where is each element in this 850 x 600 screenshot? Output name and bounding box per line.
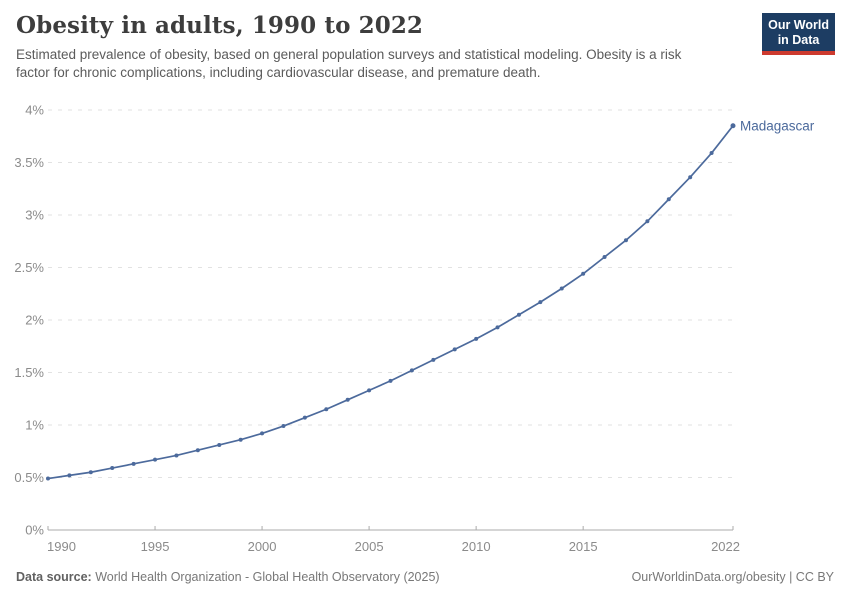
- owid-logo-line-1: Our World: [768, 18, 829, 32]
- data-point[interactable]: [495, 325, 500, 330]
- data-point[interactable]: [409, 368, 414, 373]
- data-point[interactable]: [688, 175, 693, 180]
- data-source-text: World Health Organization - Global Healt…: [91, 570, 440, 584]
- y-tick-label: 4%: [25, 103, 44, 118]
- owid-logo-line-2: in Data: [777, 33, 820, 47]
- owid-logo[interactable]: Our World in Data: [762, 13, 835, 55]
- x-tick-label: 2010: [462, 539, 491, 554]
- data-point[interactable]: [153, 457, 158, 462]
- x-tick-label: 2000: [248, 539, 277, 554]
- attribution: OurWorldinData.org/obesity | CC BY: [632, 570, 834, 584]
- data-source-label: Data source:: [16, 570, 92, 584]
- data-point[interactable]: [217, 442, 222, 447]
- line-chart: 0% 0.5% 1% 1.5% 2% 2.5% 3% 3.5% 4% 1990 1995 2000 20…: [14, 103, 815, 555]
- data-point[interactable]: [581, 271, 586, 276]
- data-point[interactable]: [131, 461, 136, 466]
- owid-url-link[interactable]: OurWorldinData.org/obesity: [631, 570, 786, 584]
- data-source-note: Data source: World Health Organization -…: [16, 570, 440, 584]
- x-tick-label: 2022: [711, 539, 740, 554]
- series-line-madagascar[interactable]: [47, 125, 734, 480]
- data-point[interactable]: [67, 473, 72, 478]
- page-title: Obesity in adults, 1990 to 2022: [16, 12, 424, 39]
- data-point[interactable]: [88, 470, 93, 475]
- data-point[interactable]: [730, 123, 736, 129]
- y-tick-label: 3.5%: [14, 155, 44, 170]
- y-tick-label: 1.5%: [14, 365, 44, 380]
- data-point[interactable]: [345, 397, 350, 402]
- chart-footer: Data source: World Health Organization -…: [16, 570, 834, 584]
- y-tick-label: 2%: [25, 313, 44, 328]
- data-point[interactable]: [281, 424, 286, 429]
- x-tick-label: 2005: [355, 539, 384, 554]
- data-point[interactable]: [645, 219, 650, 224]
- chart-header: Obesity in adults, 1990 to 2022 Estimate…: [16, 12, 750, 82]
- data-point[interactable]: [516, 312, 521, 317]
- data-point[interactable]: [238, 437, 243, 442]
- series-end-label[interactable]: Madagascar: [740, 118, 815, 133]
- y-tick-label: 1%: [25, 418, 44, 433]
- data-point[interactable]: [388, 378, 393, 383]
- data-point[interactable]: [367, 388, 372, 393]
- data-point[interactable]: [431, 357, 436, 362]
- data-point[interactable]: [174, 453, 179, 458]
- data-point[interactable]: [623, 238, 628, 243]
- data-point[interactable]: [474, 336, 479, 341]
- data-point[interactable]: [538, 300, 543, 305]
- x-tick-label: 2015: [569, 539, 598, 554]
- data-point[interactable]: [452, 347, 457, 352]
- y-tick-label: 2.5%: [14, 260, 44, 275]
- y-tick-label: 0%: [25, 523, 44, 538]
- data-point[interactable]: [260, 431, 265, 436]
- data-point[interactable]: [709, 151, 714, 156]
- data-point[interactable]: [46, 476, 50, 481]
- data-point[interactable]: [666, 197, 671, 202]
- license-text: | CC BY: [785, 570, 834, 584]
- x-tick-label: 1990: [47, 539, 76, 554]
- data-point[interactable]: [602, 255, 607, 259]
- y-tick-label: 3%: [25, 208, 44, 223]
- data-point[interactable]: [195, 448, 200, 453]
- chart-subtitle: Estimated prevalence of obesity, based o…: [16, 47, 682, 80]
- x-tick-label: 1995: [141, 539, 170, 554]
- data-point[interactable]: [302, 415, 307, 420]
- data-point[interactable]: [110, 466, 115, 471]
- y-tick-label: 0.5%: [14, 470, 44, 485]
- data-point[interactable]: [324, 407, 329, 412]
- data-point[interactable]: [559, 286, 564, 291]
